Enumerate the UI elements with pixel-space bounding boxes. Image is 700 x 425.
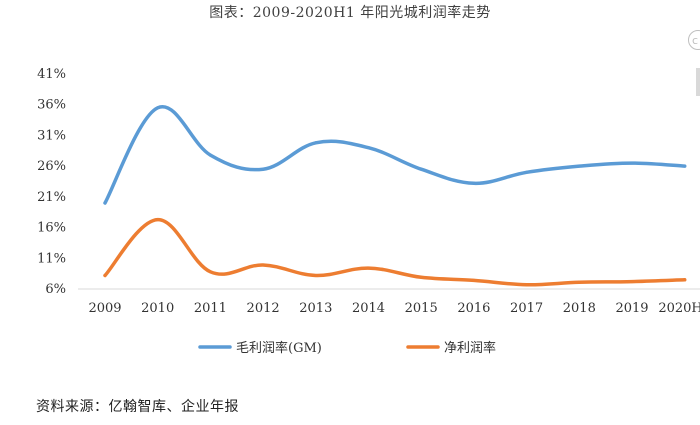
x-axis: 2009 2010 2011 2012 2013 2014 2015 2016 2017 2018… [78,288,700,316]
data-point [208,270,212,274]
x-tick-label: 2014 [352,301,385,316]
data-point [314,273,318,277]
data-point [367,146,370,150]
data-point [261,167,265,171]
data-point [419,275,423,279]
data-point [472,278,476,282]
legend: 毛利润率(GM) 净利润率 [198,340,496,356]
series-line-0 [103,105,687,205]
data-point [367,266,370,270]
y-tick-label: 16% [37,221,66,236]
y-axis: 41% 36% 31% 26% 21% 16% 11% 6% [37,67,66,297]
data-point [577,164,581,168]
data-point [683,164,687,168]
y-tick-label: 41% [37,67,66,82]
scrollbar-edge [696,68,700,96]
data-point [156,218,160,222]
y-tick-label: 36% [37,98,66,113]
x-tick-label: 2016 [457,301,490,316]
x-tick-label: 2018 [563,301,596,316]
data-point [103,201,107,205]
data-point [314,141,318,145]
x-tick-label: 2011 [194,301,227,316]
x-tick-label: 2019 [615,301,648,316]
circle-c-icon: c [688,30,700,50]
series-line-1 [103,217,687,287]
legend-label: 毛利润率(GM) [236,340,322,356]
y-tick-label: 26% [37,159,66,174]
y-tick-label: 11% [37,251,66,266]
data-point [261,263,265,267]
x-tick-label: 2010 [141,301,174,316]
data-point [208,153,212,157]
series-layer [103,105,687,287]
data-point [419,167,423,171]
x-tick-label: 2015 [405,301,438,316]
data-point [577,280,581,284]
data-point [630,161,634,165]
x-tick-label: 2020H1 [658,301,700,316]
data-point [472,181,476,185]
x-tick-label: 2017 [510,301,543,316]
x-tick-label: 2012 [247,301,280,316]
data-point [103,273,107,277]
x-tick-label: 2009 [88,301,121,316]
y-tick-label: 31% [37,128,66,143]
data-point [630,280,634,284]
data-point [525,170,529,174]
data-point [156,106,160,110]
data-point [683,278,687,282]
x-tick-label: 2013 [299,301,332,316]
y-tick-label: 21% [37,190,66,205]
y-tick-label: 6% [45,282,66,297]
chart-title: 图表：2009-2020H1 年阳光城利润率走势 [209,5,491,21]
data-point [525,283,529,287]
source-note: 资料来源：亿翰智库、企业年报 [36,399,239,415]
legend-label: 净利润率 [444,340,496,356]
